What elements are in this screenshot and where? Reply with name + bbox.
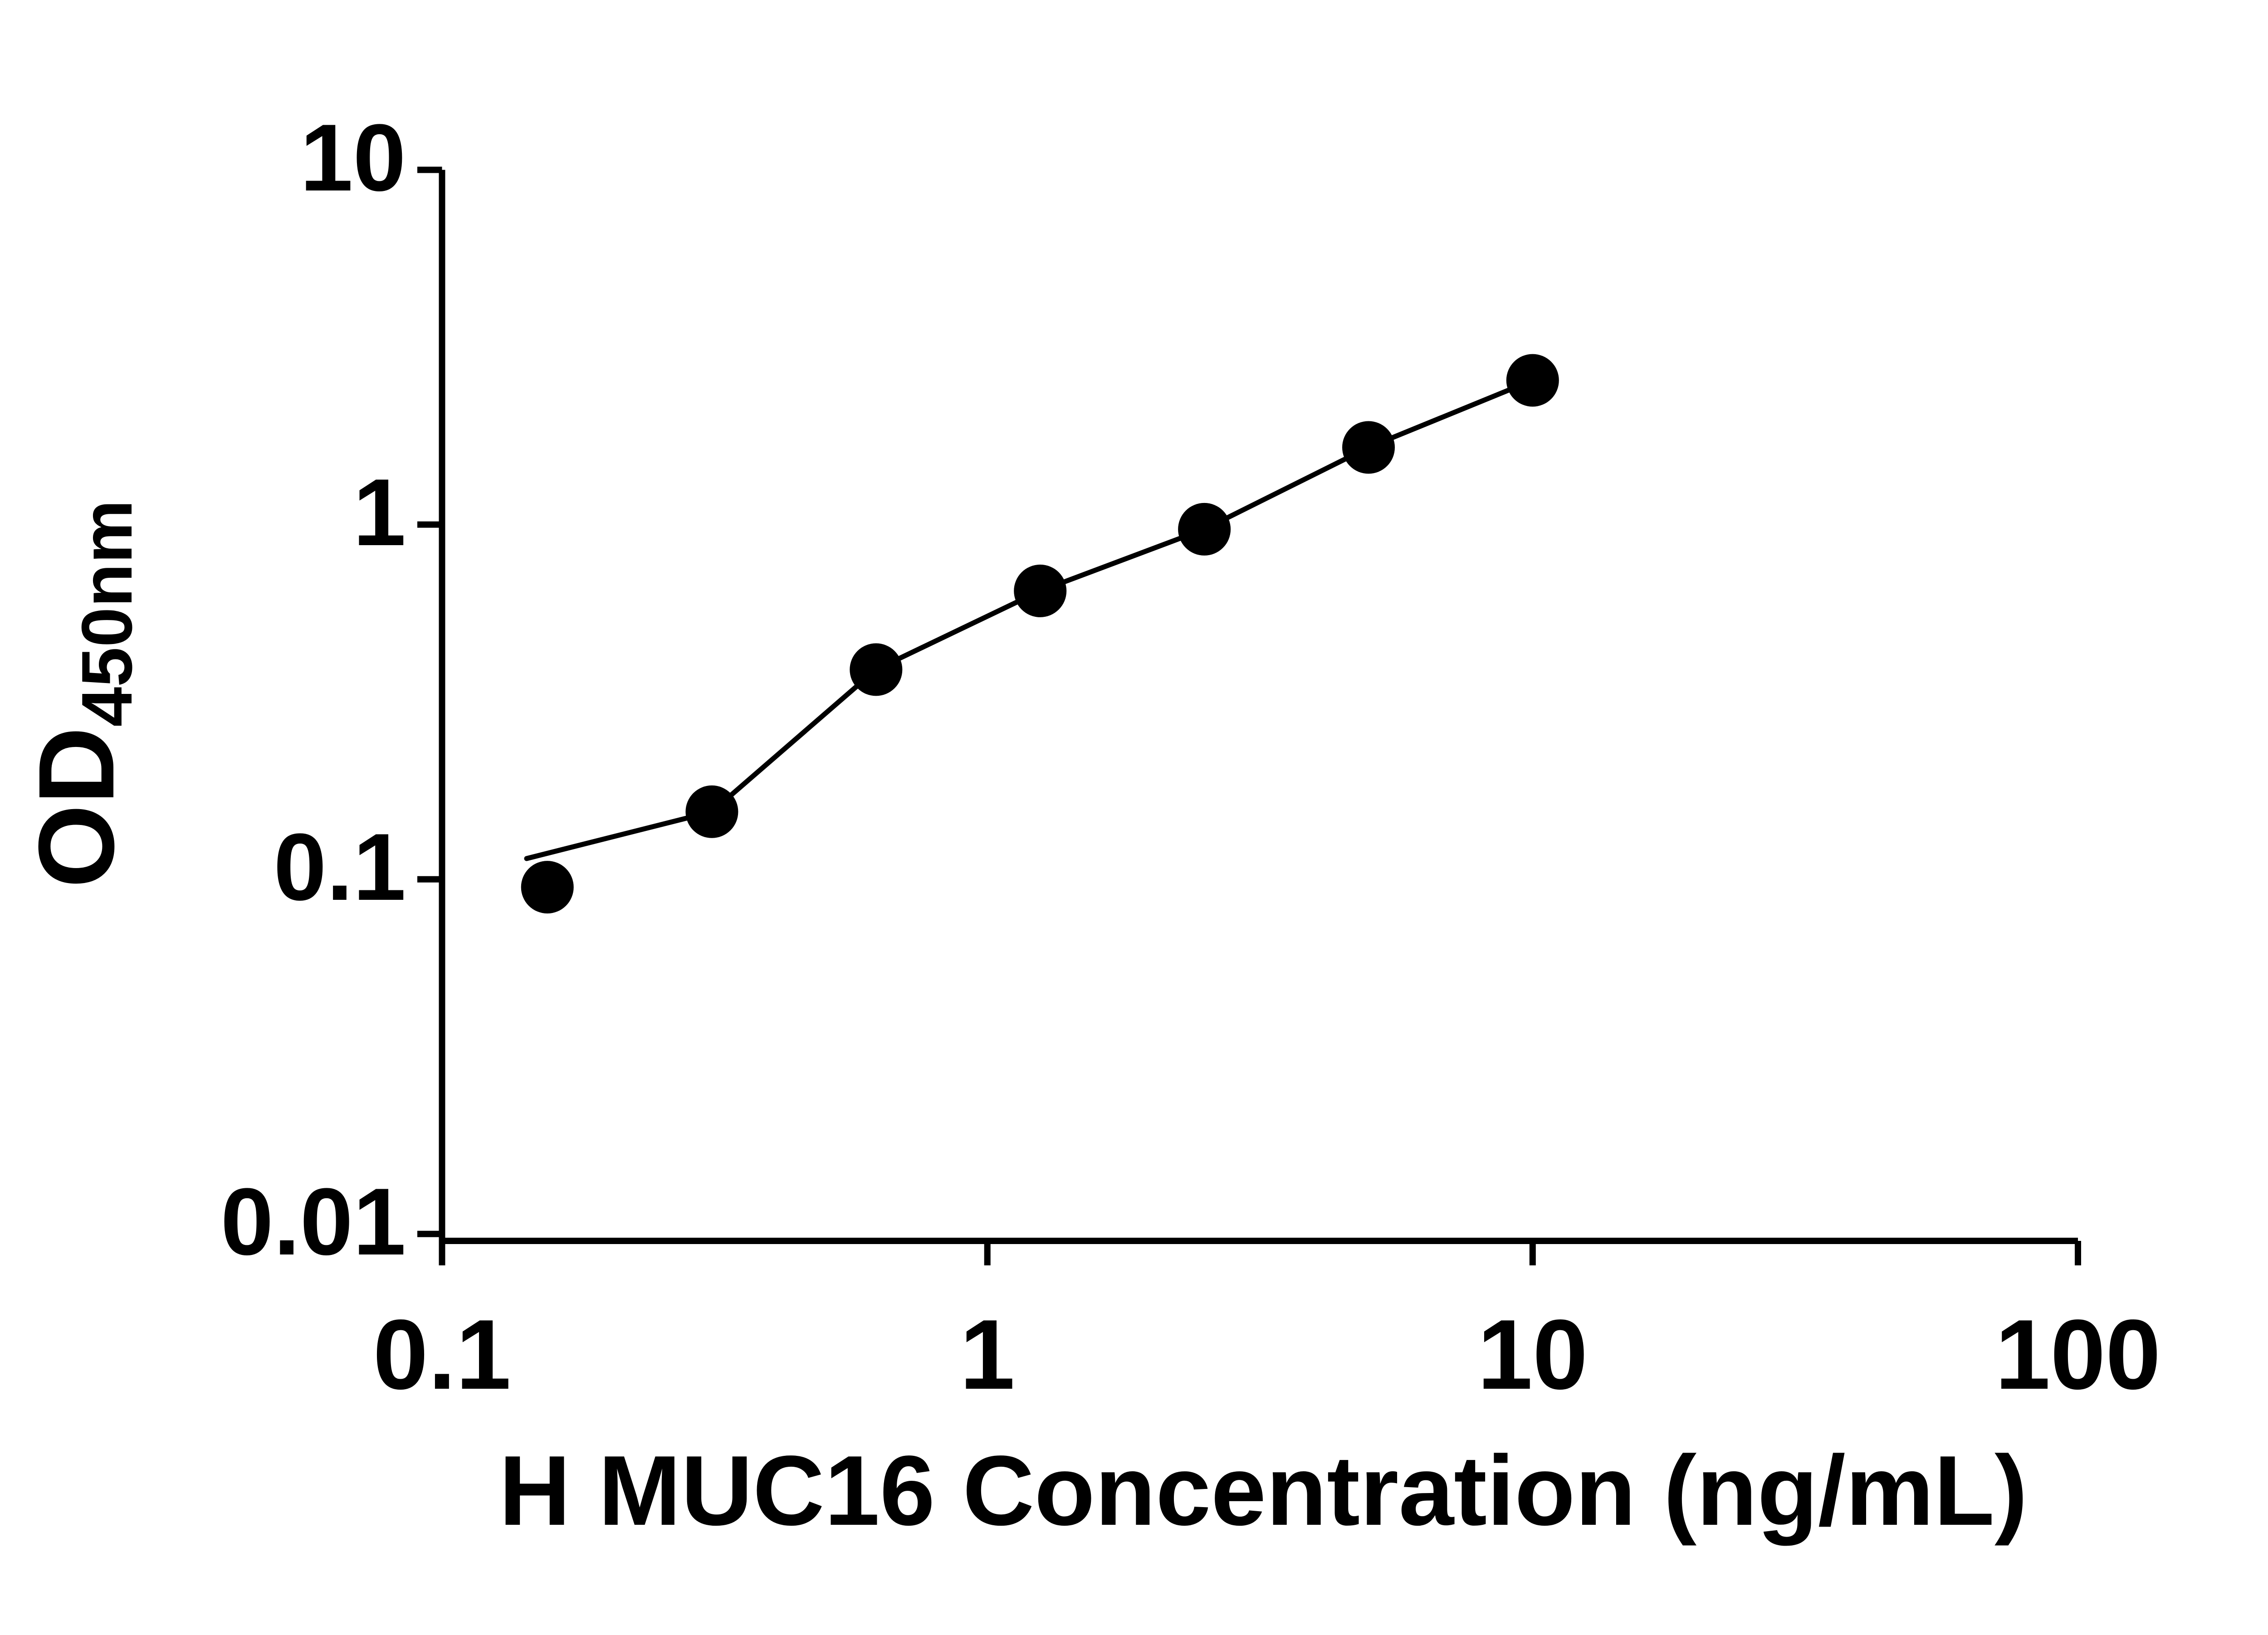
svg-text:0.1: 0.1 bbox=[274, 814, 406, 920]
svg-text:OD450nm: OD450nm bbox=[16, 500, 147, 888]
svg-text:H MUC16 Concentration (ng/mL): H MUC16 Concentration (ng/mL) bbox=[499, 1435, 2028, 1546]
svg-text:0.1: 0.1 bbox=[373, 1299, 511, 1410]
svg-text:1: 1 bbox=[353, 459, 406, 566]
svg-text:100: 100 bbox=[1995, 1299, 2160, 1410]
svg-text:10: 10 bbox=[300, 104, 406, 211]
svg-text:0.01: 0.01 bbox=[220, 1168, 406, 1275]
svg-text:1: 1 bbox=[960, 1299, 1015, 1410]
svg-text:10: 10 bbox=[1477, 1299, 1588, 1410]
